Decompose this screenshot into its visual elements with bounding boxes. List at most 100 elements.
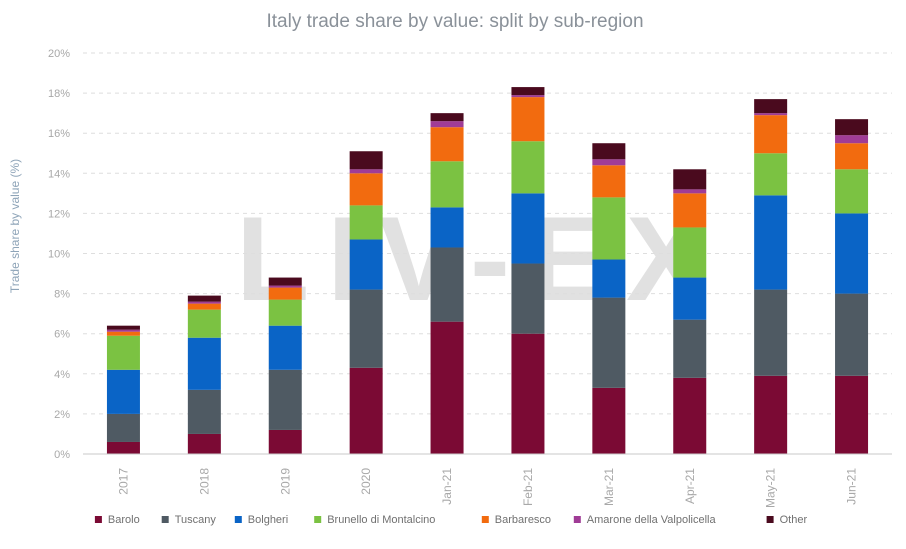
bar-stack xyxy=(835,119,869,454)
legend-label: Brunello di Montalcino xyxy=(327,514,435,526)
bar-segment xyxy=(511,95,545,98)
x-tick-label: 2019 xyxy=(278,468,292,495)
bar-segment xyxy=(268,299,302,326)
legend-label: Barbaresco xyxy=(495,514,551,526)
bar-segment xyxy=(754,375,788,454)
bar-segment xyxy=(673,277,707,320)
legend-swatch xyxy=(234,516,242,523)
bar-segment xyxy=(349,205,383,240)
bar-segment xyxy=(592,297,626,388)
legend-swatch xyxy=(161,516,169,523)
bar-segment xyxy=(430,121,464,128)
x-tick-label: Jan-21 xyxy=(440,468,454,505)
bar-segment xyxy=(349,151,383,170)
bar-stack xyxy=(511,87,545,454)
x-tick-label: Apr-21 xyxy=(683,468,697,504)
bar-segment xyxy=(106,369,140,414)
bar-segment xyxy=(430,113,464,122)
legend: Barolo Tuscany Bolgheri Brunello di Montalc… xyxy=(94,514,808,526)
watermark-text: LIV-EX xyxy=(236,192,724,326)
bar-segment xyxy=(835,135,869,144)
legend-swatch xyxy=(766,516,774,523)
legend-item: Barbaresco xyxy=(481,514,551,526)
legend-item: Bolgheri xyxy=(234,514,288,526)
legend-item: Amarone della Valpolicella xyxy=(573,514,717,526)
bar-segment xyxy=(592,159,626,166)
bar-segment xyxy=(106,413,140,442)
bar-segment xyxy=(430,127,464,162)
bar-segment xyxy=(349,239,383,290)
bar-segment xyxy=(835,119,869,136)
bar-segment xyxy=(106,325,140,330)
x-tick-label: 2018 xyxy=(197,468,211,495)
bar-segment xyxy=(592,165,626,198)
bar-segment xyxy=(187,337,221,390)
legend-label: Tuscany xyxy=(175,514,217,526)
legend-swatch xyxy=(314,516,322,523)
bar-stack xyxy=(592,143,626,454)
bar-segment xyxy=(268,287,302,300)
bar-segment xyxy=(673,319,707,378)
x-tick-label: 2017 xyxy=(116,468,130,495)
y-tick-label: 10% xyxy=(48,249,70,261)
legend-label: Bolgheri xyxy=(248,514,288,526)
bar-segment xyxy=(187,301,221,304)
bar-segment xyxy=(268,285,302,288)
bar-segment xyxy=(268,369,302,430)
legend-swatch xyxy=(481,516,489,523)
bar-segment xyxy=(349,289,383,368)
y-tick-label: 8% xyxy=(54,289,70,301)
bar-stack xyxy=(754,99,788,454)
x-axis-ticks: 2017 2018 2019 2020 Jan-21 Feb-21 Mar-21 Apr-21… xyxy=(116,468,858,508)
y-axis-label: Trade share by value (%) xyxy=(8,159,22,293)
bar-segment xyxy=(511,141,545,194)
y-tick-label: 18% xyxy=(48,88,70,100)
bar-stacks xyxy=(106,87,869,454)
bar-segment xyxy=(187,433,221,454)
bar-segment xyxy=(187,389,221,434)
y-axis-ticks: 0% 2% 4% 6% 8% 10% 12% 14% 16% 18% 20% xyxy=(48,48,70,461)
y-tick-label: 16% xyxy=(48,128,70,140)
bar-segment xyxy=(511,97,545,142)
bar-segment xyxy=(268,325,302,370)
bar-segment xyxy=(835,143,869,170)
x-tick-label: Jun-21 xyxy=(845,468,859,505)
x-tick-label: May-21 xyxy=(764,468,778,508)
bar-segment xyxy=(592,143,626,160)
bar-stack xyxy=(673,169,707,454)
legend-label: Other xyxy=(780,514,808,526)
bar-segment xyxy=(430,321,464,454)
legend-label: Amarone della Valpolicella xyxy=(587,514,717,526)
bar-segment xyxy=(754,153,788,196)
bar-segment xyxy=(349,169,383,174)
bar-segment xyxy=(268,277,302,286)
bar-segment xyxy=(673,193,707,228)
y-tick-label: 12% xyxy=(48,208,70,220)
bar-segment xyxy=(106,335,140,370)
bar-segment xyxy=(754,115,788,154)
bar-segment xyxy=(349,367,383,454)
bar-segment xyxy=(835,375,869,454)
bar-segment xyxy=(592,387,626,454)
bar-segment xyxy=(673,227,707,278)
bar-stack xyxy=(430,113,464,454)
legend-item: Brunello di Montalcino xyxy=(314,514,435,526)
y-tick-label: 4% xyxy=(54,369,70,381)
legend-item: Other xyxy=(766,514,808,526)
legend-label: Barolo xyxy=(108,514,140,526)
legend-swatch xyxy=(94,516,102,523)
bar-stack xyxy=(187,295,221,454)
bar-segment xyxy=(106,329,140,332)
bar-segment xyxy=(754,99,788,114)
bar-stack xyxy=(106,325,140,454)
bar-segment xyxy=(268,429,302,454)
x-tick-label: 2020 xyxy=(359,468,373,495)
bar-segment xyxy=(187,309,221,338)
bar-segment xyxy=(187,303,221,310)
bar-segment xyxy=(673,377,707,454)
legend-swatch xyxy=(573,516,581,523)
bar-segment xyxy=(187,295,221,302)
bar-segment xyxy=(673,189,707,194)
